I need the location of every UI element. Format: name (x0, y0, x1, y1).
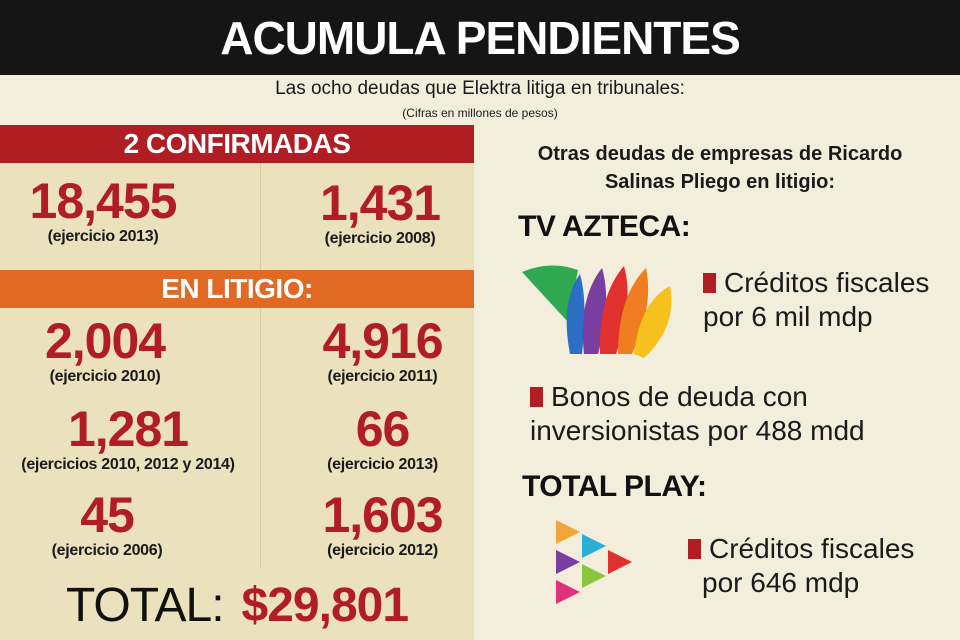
litigation-item: 2,004 (ejercicio 2010) (0, 315, 210, 387)
item-text: Créditos fiscales (709, 533, 915, 564)
total-value: $29,801 (241, 578, 410, 632)
debt-year: (ejercicio 2013) (327, 456, 438, 473)
total-play-logo (556, 520, 632, 604)
litigation-item: 1,603 (ejercicio 2012) (295, 489, 470, 561)
item-text: Bonos de deuda con (551, 381, 808, 412)
tv-azteca-item: Bonos de deuda con inversionistas por 48… (530, 380, 865, 448)
item-text: Créditos fiscales (724, 267, 930, 298)
litigation-item: 45 (ejercicio 2006) (0, 489, 214, 561)
intro-line: Otras deudas de empresas de Ricardo (537, 143, 903, 165)
litigation-item: 66 (ejercicio 2013) (295, 403, 470, 475)
debt-amount: 4,916 (322, 313, 443, 369)
item-text: por 6 mil mdp (703, 301, 873, 332)
other-debts-intro: Otras deudas de empresas de Ricardo Sali… (520, 140, 920, 196)
debt-amount: 1,431 (319, 175, 441, 231)
litigation-heading: EN LITIGIO: (0, 270, 474, 308)
debt-year: (ejercicio 2006) (51, 542, 163, 559)
debt-amount: 1,603 (322, 487, 443, 543)
debt-year: (ejercicio 2008) (324, 230, 436, 247)
debt-year: (ejercicio 2010) (49, 368, 161, 385)
debt-year: (ejercicio 2013) (47, 228, 159, 245)
bullet-icon (703, 273, 716, 293)
tv-azteca-heading: TV AZTECA: (518, 210, 691, 243)
confirmed-item: 1,431 (ejercicio 2008) (290, 177, 470, 249)
debt-amount: 1,281 (67, 401, 189, 457)
elektra-debts-panel: 2 CONFIRMADAS 18,455 (ejercicio 2013) 1,… (0, 125, 474, 640)
bullet-icon (688, 539, 701, 559)
subtitle: Las ocho deudas que Elektra litiga en tr… (275, 78, 685, 99)
debt-year: (ejercicios 2010, 2012 y 2014) (21, 456, 235, 473)
column-divider (260, 308, 261, 568)
confirmed-item: 18,455 (ejercicio 2013) (0, 175, 206, 247)
tv-azteca-logo (522, 265, 672, 358)
debt-amount: 66 (355, 401, 411, 457)
total-play-heading: TOTAL PLAY: (522, 470, 707, 503)
confirmed-heading: 2 CONFIRMADAS (0, 125, 474, 163)
debt-amount: 2,004 (44, 313, 166, 369)
intro-line: Salinas Pliego en litigio: (604, 171, 836, 193)
item-text: por 646 mdp (702, 567, 860, 598)
debt-amount: 18,455 (29, 173, 178, 229)
bullet-icon (530, 387, 543, 407)
item-text: inversionistas por 488 mdd (530, 415, 865, 446)
debt-year: (ejercicio 2011) (327, 368, 438, 385)
page-title: ACUMULA PENDIENTES (0, 0, 960, 75)
total-play-item: Créditos fiscales por 646 mdp (688, 532, 914, 600)
total-label: TOTAL: (65, 578, 225, 632)
total-row: TOTAL: $29,801 (0, 575, 474, 635)
tv-azteca-item: Créditos fiscales por 6 mil mdp (703, 266, 929, 334)
debt-amount: 45 (80, 487, 135, 543)
column-divider (260, 163, 261, 270)
debt-year: (ejercicio 2012) (327, 542, 438, 559)
units-note: (Cifras en millones de pesos) (402, 106, 558, 120)
litigation-item: 1,281 (ejercicios 2010, 2012 y 2014) (0, 403, 256, 475)
litigation-item: 4,916 (ejercicio 2011) (295, 315, 470, 387)
